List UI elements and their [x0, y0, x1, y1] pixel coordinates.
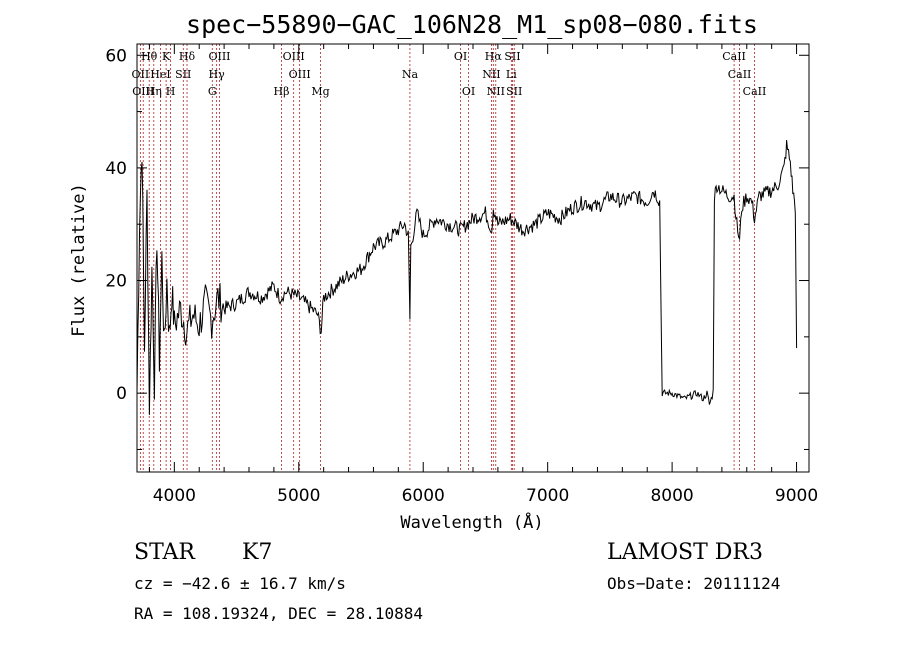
y-tick-label: 40: [105, 159, 127, 179]
spectral-line-label: K: [162, 50, 171, 63]
survey-name: LAMOST DR3: [607, 540, 763, 565]
y-axis-ticks: 0 20 40 60: [105, 46, 809, 450]
spectral-line-label: Hη: [146, 85, 162, 98]
y-axis-label: Flux (relative): [69, 183, 89, 337]
y-tick-label: 0: [116, 384, 127, 404]
spectral-line-label: Hα: [485, 50, 503, 63]
spectral-line-label: Hγ: [209, 68, 226, 81]
x-tick-label: 7000: [526, 486, 569, 506]
x-axis-ticks: 4000 5000 6000 7000 8000 9000: [148, 44, 818, 506]
spectral-line-label: NII: [487, 85, 505, 98]
spectral-line-label: Hθ: [141, 50, 158, 63]
spectral-line-label: Hβ: [274, 85, 290, 98]
spectral-line-label: HeI: [150, 68, 170, 81]
x-tick-label: 4000: [153, 486, 196, 506]
spectral-line-label: OII: [132, 68, 150, 81]
spectral-line-label: Li: [506, 68, 517, 81]
spectral-line-label: Hδ: [179, 50, 196, 63]
coordinates: RA = 108.19324, DEC = 28.10884: [134, 604, 423, 623]
redshift-value: cz = −42.6 ± 16.7 km/s: [134, 574, 346, 593]
y-tick-label: 20: [105, 272, 127, 292]
spectral-line-markers: [139, 44, 755, 472]
spectral-line-label: OIII: [208, 50, 230, 63]
y-tick-label: 60: [105, 46, 127, 66]
spectral-line-label: OI: [454, 50, 467, 63]
spectral-line-label: CaII: [743, 85, 767, 98]
spectral-line-label: NII: [482, 68, 500, 81]
spectral-line-label: SII: [506, 85, 522, 98]
spectral-line-label: OIII: [289, 68, 311, 81]
spectral-line-label: Na: [402, 68, 419, 81]
spectral-line-label: CaII: [728, 68, 752, 81]
spectral-line-label: Mg: [311, 85, 329, 98]
chart-title: spec−55890−GAC_106N28_M1_sp08−080.fits: [186, 10, 758, 39]
x-axis-label: Wavelength (Å): [400, 511, 543, 533]
spectral-line-label: CaII: [722, 50, 746, 63]
spectral-line-label: H: [166, 85, 176, 98]
x-tick-label: 5000: [277, 486, 320, 506]
x-tick-label: 6000: [402, 486, 445, 506]
spectral-line-label: SII: [175, 68, 191, 81]
plot-frame: [136, 43, 810, 473]
object-subclass: K7: [242, 540, 273, 565]
spectral-line-label: OI: [462, 85, 475, 98]
spectral-line-label: OIII: [283, 50, 305, 63]
spectral-line-label: SII: [504, 50, 520, 63]
x-tick-label: 8000: [650, 486, 693, 506]
spectral-line-label: OIII: [132, 85, 154, 98]
observation-date: Obs−Date: 20111124: [607, 574, 781, 593]
object-class: STAR: [134, 540, 195, 565]
spectrum-series: [136, 140, 798, 415]
spectral-line-label: G: [208, 85, 217, 98]
x-tick-label: 9000: [775, 486, 818, 506]
